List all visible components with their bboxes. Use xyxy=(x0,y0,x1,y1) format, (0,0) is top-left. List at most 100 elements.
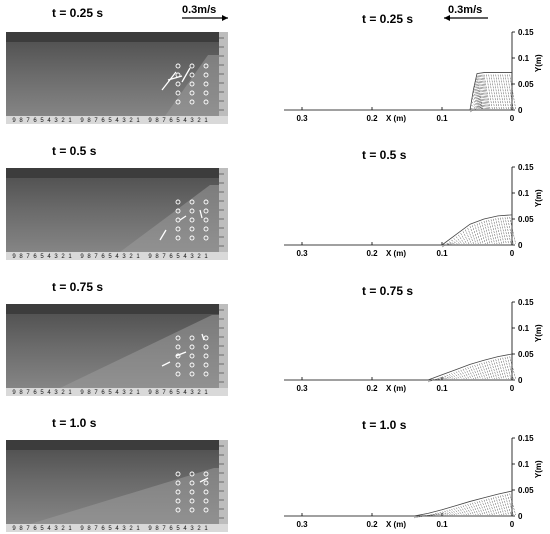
photo-ruler-digit-3: 4 xyxy=(47,390,51,396)
photo-measurement-point-4 xyxy=(203,507,209,513)
photo-measurement-point-2 xyxy=(203,217,209,223)
plot-velocity-vector-3 xyxy=(427,378,435,383)
photo-measurement-point-4 xyxy=(189,471,195,477)
photo-wave-front-3 xyxy=(60,315,228,388)
photo-ruler-digit-2: 6 xyxy=(169,254,173,260)
plot-velocity-vector-4 xyxy=(451,508,458,516)
photo-ruler-digit-1: 6 xyxy=(33,118,37,124)
photo-measurement-point-1 xyxy=(203,81,209,87)
plot-velocity-vector-4 xyxy=(465,504,472,516)
photo-ruler-digit-2: 2 xyxy=(61,254,65,260)
photo-ruler-digit-2: 1 xyxy=(136,254,140,260)
plot-velocity-vector-4 xyxy=(481,500,488,516)
plot-velocity-vector-2 xyxy=(465,229,472,245)
plot-velocity-vector-4 xyxy=(507,494,514,516)
photo-measurement-point-3 xyxy=(203,353,209,359)
photo-ruler-digit-3: 6 xyxy=(169,390,173,396)
plot-velocity-vector-1 xyxy=(488,74,495,110)
plot-velocity-vector-4 xyxy=(455,507,463,516)
photo-side-ruler-1 xyxy=(219,32,228,124)
plot-velocity-vector-1 xyxy=(502,74,509,110)
plot-reference-arrowhead xyxy=(444,15,450,21)
plot-velocity-vector-1 xyxy=(480,75,487,110)
plot-y-tick-label-3: 0.15 xyxy=(518,298,534,307)
plot-velocity-vector-2 xyxy=(495,218,502,245)
photo-time-label-3: t = 0.75 s xyxy=(52,280,104,294)
plot-x-tick-label-1: 0.3 xyxy=(296,114,308,123)
photo-ruler-digit-1: 1 xyxy=(204,118,208,124)
photo-ruler-digit-4: 1 xyxy=(204,526,208,532)
photo-measurement-point-3 xyxy=(175,362,181,368)
plot-title-4: t = 1.0 s xyxy=(362,418,407,432)
plot-velocity-vector-3 xyxy=(448,374,456,380)
photo-ruler-digit-2: 7 xyxy=(94,254,98,260)
plot-velocity-vector-4 xyxy=(500,495,507,516)
photo-ruler-digit-1: 5 xyxy=(176,118,180,124)
plot-y-tick-label-4: 0.1 xyxy=(518,460,530,469)
photo-ruler-digit-2: 4 xyxy=(183,254,187,260)
photo-ruler-digit-1: 1 xyxy=(68,118,72,124)
plot-velocity-vector-2 xyxy=(455,236,463,245)
plot-velocity-vector-3 xyxy=(488,360,495,380)
photo-velocity-vector-1 xyxy=(167,75,183,81)
photo-ruler-digit-2: 9 xyxy=(80,254,84,260)
photo-bottom-ruler-1 xyxy=(6,116,228,124)
plot-velocity-vector-4 xyxy=(453,508,460,516)
photo-velocity-vector-3 xyxy=(175,351,187,357)
plot-x-tick-label-3: 0 xyxy=(510,384,515,393)
plot-velocity-vector-2 xyxy=(488,219,495,245)
plot-velocity-vector-4 xyxy=(467,504,474,516)
plot-velocity-vector-1 xyxy=(475,83,482,110)
photo-wave-front-1 xyxy=(165,55,228,116)
photo-ruler-digit-3: 7 xyxy=(26,390,30,396)
photo-bottom-ruler-2 xyxy=(6,252,228,260)
photo-measurement-point-3 xyxy=(189,371,195,377)
plot-velocity-vector-4 xyxy=(439,512,446,516)
photo-ruler-digit-4: 7 xyxy=(162,526,166,532)
photo-ruler-digit-4: 1 xyxy=(68,526,72,532)
photo-ruler-digit-3: 7 xyxy=(162,390,166,396)
photo-measurement-point-1 xyxy=(189,81,195,87)
photo-ruler-digit-4: 5 xyxy=(176,526,180,532)
photo-measurement-point-2 xyxy=(203,226,209,232)
plot-velocity-vector-1 xyxy=(477,75,485,110)
plot-velocity-vector-4 xyxy=(472,502,479,516)
plot-velocity-vector-3 xyxy=(467,367,474,380)
plot-velocity-vector-2 xyxy=(462,231,470,245)
photo-ruler-digit-4: 9 xyxy=(148,526,152,532)
photo-measurement-point-4 xyxy=(189,498,195,504)
plot-velocity-vector-2 xyxy=(483,220,491,245)
plot-x-axis-label-2: X (m) xyxy=(386,249,406,258)
photo-ruler-digit-4: 2 xyxy=(61,526,65,532)
photo-velocity-vector-3 xyxy=(201,333,205,341)
plot-velocity-vector-1 xyxy=(482,74,490,110)
plot-velocity-vector-4 xyxy=(420,514,428,517)
photo-measurement-point-3 xyxy=(189,353,195,359)
photo-ruler-digit-1: 4 xyxy=(183,118,187,124)
photo-ruler-digit-3: 1 xyxy=(204,390,208,396)
photo-side-ruler-4 xyxy=(219,440,228,532)
photo-measurement-point-2 xyxy=(175,226,181,232)
plot-title-1: t = 0.25 s xyxy=(362,12,414,26)
plot-velocity-vector-3 xyxy=(476,364,484,380)
plot-velocity-vector-4 xyxy=(416,514,423,518)
plot-velocity-vector-3 xyxy=(460,369,467,380)
plot-y-axis-label-2: Y(m) xyxy=(534,189,543,207)
plot-x-tick-label-3: 0.3 xyxy=(296,384,308,393)
photo-ruler-digit-1: 2 xyxy=(197,118,201,124)
photo-ruler-digit-1: 9 xyxy=(80,118,84,124)
plot-velocity-vector-3 xyxy=(481,362,488,380)
plot-velocity-vector-2 xyxy=(481,221,488,245)
plot-velocity-vector-2 xyxy=(474,224,481,245)
plot-velocity-vector-1 xyxy=(495,74,502,110)
plot-velocity-vector-1 xyxy=(493,74,500,110)
plot-velocity-vector-1 xyxy=(509,74,516,110)
photo-ruler-digit-4: 4 xyxy=(47,526,51,532)
plot-velocity-vector-1 xyxy=(469,108,477,113)
plot-velocity-vector-3 xyxy=(474,364,481,380)
plot-velocity-vector-3 xyxy=(451,373,458,380)
photo-measurement-point-1 xyxy=(189,99,195,105)
photo-ruler-digit-4: 8 xyxy=(155,526,159,532)
plot-y-axis-label-3: Y(m) xyxy=(534,324,543,342)
photo-measurement-point-1 xyxy=(203,72,209,78)
